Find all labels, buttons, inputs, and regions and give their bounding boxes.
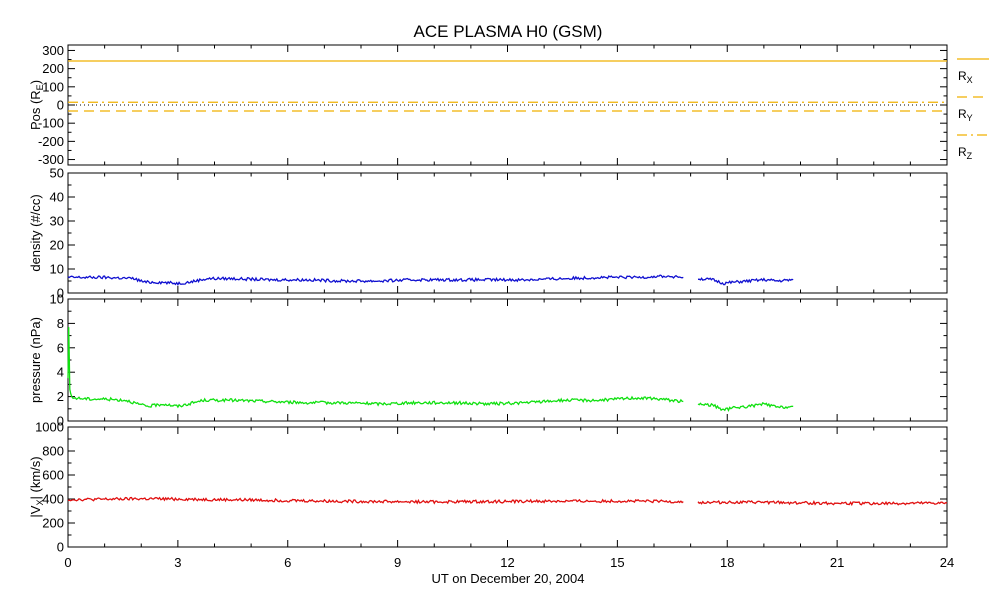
data-trace-velocity-1 [697, 499, 948, 507]
panel-frame [67, 172, 948, 294]
x-tick-label: 15 [610, 555, 624, 570]
panel-pressure: 10 8 6 4 2 0 pressure (nPa) [28, 292, 948, 429]
y-tick-label: 20 [50, 238, 64, 253]
y-tick-label: 40 [50, 190, 64, 205]
x-tick-label: 24 [940, 555, 954, 570]
legend-label: RX [958, 69, 973, 85]
y-axis-label: Pos (RE) [28, 80, 45, 130]
y-tick-label: 0 [57, 98, 64, 113]
legend-label-main: R [958, 69, 967, 83]
chart-title: ACE PLASMA H0 (GSM) [414, 22, 603, 41]
y-axis-label-main: Pos (R [28, 90, 43, 130]
y-tick-label: 100 [42, 79, 64, 94]
y-tick-label: 6 [57, 340, 64, 355]
y-tick-label: 8 [57, 316, 64, 331]
y-tick-label: 200 [42, 61, 64, 76]
data-trace-velocity-0 [67, 496, 684, 505]
y-tick-label: -100 [38, 116, 64, 131]
y-axis-label-sub: E [35, 84, 45, 90]
y-tick-label: 0 [57, 414, 64, 429]
x-tick-label: 21 [830, 555, 844, 570]
y-tick-label: 1000 [35, 420, 64, 435]
y-tick-label: -300 [38, 152, 64, 167]
y-axis-label: density (#/cc) [28, 194, 43, 271]
y-tick-label: 10 [50, 292, 64, 307]
y-tick-label: 400 [42, 492, 64, 507]
y-axis-label-end: ) [28, 80, 43, 84]
data-trace-density-1 [697, 277, 794, 286]
legend-label-sub: X [967, 75, 973, 85]
y-tick-label: 300 [42, 43, 64, 58]
panel-frame [67, 44, 948, 166]
y-axis-label-end: | (km/s) [28, 456, 43, 499]
x-tick-label: 0 [64, 555, 71, 570]
legend-label-main: R [958, 145, 967, 159]
panel-frame [67, 426, 948, 548]
y-tick-label: 30 [50, 214, 64, 229]
legend-label-main: R [958, 107, 967, 121]
x-tick-label: 3 [174, 555, 181, 570]
y-tick-label: 800 [42, 444, 64, 459]
y-axis-label: |VX| (km/s) [28, 456, 45, 517]
legend-label-sub: Z [967, 151, 973, 161]
legend-label: RY [958, 107, 973, 123]
panel-density: 50 40 30 20 10 0 density (#/cc) [28, 166, 948, 301]
x-tick-label: 9 [394, 555, 401, 570]
y-tick-label: 200 [42, 516, 64, 531]
data-trace-pressure-0 [67, 327, 684, 409]
y-axis-label-pre: |V [28, 505, 43, 517]
x-tick-label: 18 [720, 555, 734, 570]
y-tick-label: -200 [38, 134, 64, 149]
y-axis-label: pressure (nPa) [28, 317, 43, 403]
legend-label-sub: Y [967, 113, 973, 123]
y-tick-label: 4 [57, 365, 64, 380]
legend-label: RZ [958, 145, 973, 161]
x-axis-label: UT on December 20, 2004 [432, 571, 585, 586]
panel-velocity: 1000 800 600 400 200 0 |VX| (km/s) 0 3 6 9 12 15 18 21… [28, 420, 954, 571]
x-tick-label: 12 [500, 555, 514, 570]
y-tick-label: 2 [57, 389, 64, 404]
y-tick-label: 0 [57, 286, 64, 301]
data-trace-density-0 [67, 274, 684, 287]
y-axis-label-sub: X [35, 500, 45, 506]
y-tick-label: 0 [57, 540, 64, 555]
x-tick-label: 6 [284, 555, 291, 570]
data-trace-pressure-1 [697, 402, 794, 412]
y-tick-label: 10 [50, 262, 64, 277]
y-tick-label: 600 [42, 468, 64, 483]
y-tick-label: 50 [50, 166, 64, 181]
